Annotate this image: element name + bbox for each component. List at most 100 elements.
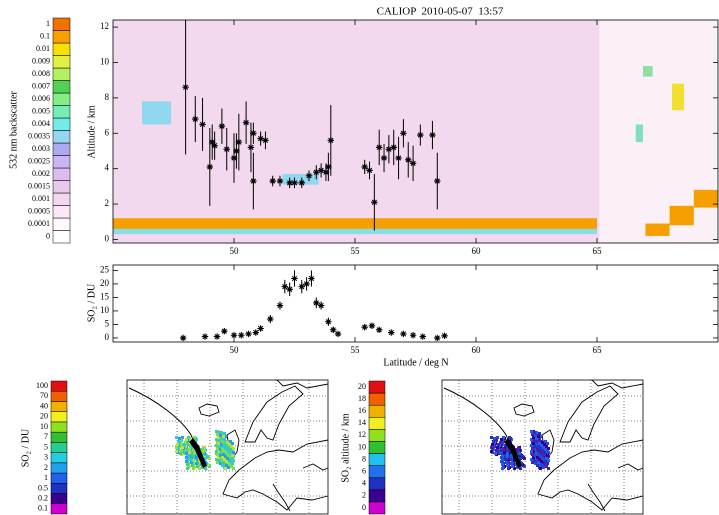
so2-pixel — [232, 451, 235, 454]
so2-pixel — [513, 467, 516, 470]
aerosol-layer — [669, 205, 694, 226]
so2-pixel — [545, 465, 548, 468]
so2-pixel — [215, 444, 218, 447]
so2-pixel — [220, 437, 223, 440]
asterisk-marker — [233, 147, 240, 155]
so2-pixel — [507, 467, 510, 470]
coastline — [276, 379, 329, 389]
colorbar-tick-label: 0.008 — [32, 69, 50, 78]
colorbar-swatch — [52, 42, 71, 56]
so2-pixel — [544, 448, 547, 451]
so2-pixel — [215, 458, 218, 461]
colorbar-tick-label: 0.001 — [32, 194, 50, 203]
so2-pixel — [204, 457, 207, 460]
so2-pixel — [190, 461, 193, 464]
colorbar-swatch — [52, 30, 71, 44]
so2-pixel — [516, 466, 519, 469]
colorbar-tick-label: 0.01 — [36, 44, 50, 53]
so2-pixel — [508, 436, 511, 439]
so2-pixel — [216, 461, 219, 464]
so2-pixel — [232, 447, 235, 450]
track-overlay — [504, 438, 522, 468]
colorbar-swatch — [368, 392, 386, 406]
so2-pixel — [532, 456, 535, 459]
so2-pixel — [201, 450, 204, 453]
y-axis-label: SO₂ / DU — [86, 283, 97, 322]
asterisk-marker — [361, 163, 368, 171]
so2-pixel — [504, 458, 507, 461]
so2-pixel — [195, 456, 198, 459]
asterisk-marker — [441, 332, 448, 339]
so2-pixel — [496, 436, 499, 439]
so2-pixel — [546, 462, 549, 465]
asterisk-marker — [192, 115, 199, 123]
so2-pixel — [189, 444, 192, 447]
so2-pixel — [540, 444, 543, 447]
so2-pixel — [537, 453, 540, 456]
asterisk-marker — [325, 318, 332, 325]
so2-pixel — [219, 448, 222, 451]
so2-pixel — [538, 442, 541, 445]
asterisk-marker — [291, 275, 298, 282]
so2-pixel — [536, 456, 539, 459]
so2-pixel — [501, 467, 504, 470]
so2-pixel — [531, 461, 534, 464]
so2-pixel — [226, 441, 229, 444]
colorbar-swatch — [52, 105, 71, 119]
plot-frame — [112, 264, 719, 343]
asterisk-marker — [390, 144, 397, 151]
colorbar-tick-label: 0.009 — [32, 57, 50, 66]
so2-pixel — [506, 464, 509, 467]
so2-pixel — [544, 440, 547, 443]
so2-pixel — [229, 440, 232, 443]
colorbar-swatch — [50, 421, 68, 433]
so2-pixel — [537, 435, 540, 438]
colorbar-tick-label: 0.004 — [32, 119, 50, 128]
colorbar-label: SO₂ altitude / km — [340, 413, 351, 483]
y-tick-label: 20 — [100, 278, 110, 288]
aerosol-layer — [113, 228, 597, 235]
so2-pixel — [502, 448, 505, 451]
asterisk-marker — [199, 121, 206, 128]
so2-pixel — [532, 442, 535, 445]
so2-pixel — [204, 467, 207, 470]
x-tick-label: 50 — [230, 246, 240, 256]
aerosol-layer — [599, 20, 718, 243]
so2-pixel — [517, 447, 520, 450]
asterisk-marker — [298, 179, 305, 187]
coastline — [302, 463, 329, 471]
so2-pixel — [218, 431, 221, 434]
y-tick-label: 10 — [100, 305, 110, 315]
so2-pixel — [182, 443, 185, 446]
colorbar-tick-label: 18 — [358, 394, 366, 403]
colorbar-swatch — [50, 380, 68, 392]
asterisk-marker — [218, 122, 226, 130]
so2-pixel — [493, 437, 496, 440]
so2-pixel — [191, 452, 194, 455]
asterisk-marker — [313, 169, 320, 176]
so2-pixel — [186, 463, 189, 466]
colorbar-tick-label: 0.0015 — [28, 182, 50, 191]
so2-pixel — [531, 447, 534, 450]
aerosol-layer — [635, 124, 643, 143]
colorbar-tick-label: 40 — [40, 401, 48, 410]
so2-pixel — [547, 459, 550, 462]
so2-pixel — [539, 435, 542, 438]
so2-pixel — [533, 431, 536, 434]
so2-pixel — [516, 450, 519, 453]
aerosol-layer — [113, 218, 597, 229]
chart-title: CALIOP 2010-05-07 13:57 — [377, 6, 504, 18]
colorbar-tick-label: 14 — [358, 418, 366, 427]
so2-pixel — [546, 454, 549, 457]
so2-pixel — [534, 462, 537, 465]
asterisk-marker — [247, 144, 255, 151]
so2-pixel — [191, 454, 194, 457]
so2-pixel — [223, 432, 226, 435]
so2-pixel — [539, 447, 542, 450]
coastline — [553, 439, 644, 471]
so2-pixel — [494, 452, 497, 455]
asterisk-marker — [385, 145, 393, 153]
so2-pixel — [531, 433, 534, 436]
so2-pixel — [175, 446, 178, 449]
